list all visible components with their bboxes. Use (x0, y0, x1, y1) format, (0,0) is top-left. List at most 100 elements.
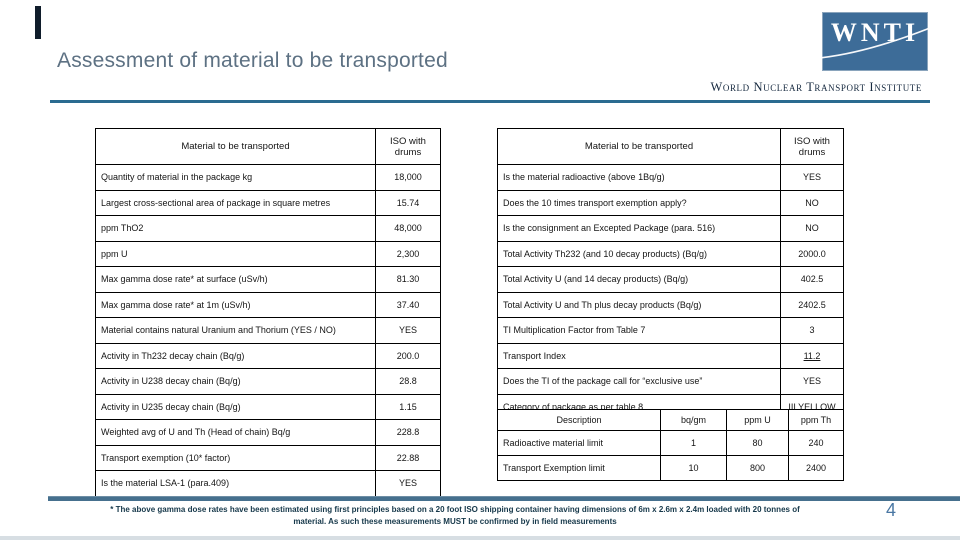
column-header-iso-drums: ISO with drums (375, 128, 441, 165)
footnote-line-1: * The above gamma dose rates have been e… (110, 505, 800, 514)
table-row: Transport Exemption limit 10 800 2400 (497, 455, 844, 481)
row-value: 81.30 (375, 266, 441, 293)
row-value: 402.5 (780, 266, 844, 293)
table-row: Is the material radioactive (above 1Bq/g… (497, 164, 844, 191)
row-label: Total Activity Th232 (and 10 decay produ… (497, 240, 781, 267)
row-value: YES (375, 317, 441, 344)
row-label: Does the TI of the package call for “exc… (497, 368, 781, 395)
wnti-logo: WNTI (822, 12, 928, 71)
row-value: YES (780, 368, 844, 395)
row-value: 10 (660, 455, 727, 481)
table-row: Is the consignment an Excepted Package (… (497, 215, 844, 242)
table-row: Largest cross-sectional area of package … (95, 189, 441, 216)
footnote-line-2: material. As such these measurements MUS… (293, 517, 617, 526)
column-header-iso-drums: ISO with drums (780, 128, 844, 165)
column-header-material: Material to be transported (497, 128, 781, 165)
table-row: Activity in Th232 decay chain (Bq/g) 200.… (95, 342, 441, 369)
row-label: Largest cross-sectional area of package … (95, 189, 376, 216)
row-label: Is the material LSA-1 (para.409) (95, 470, 376, 497)
row-label: Max gamma dose rate* at 1m (uSv/h) (95, 291, 376, 318)
row-label: Transport exemption (10* factor) (95, 444, 376, 471)
table-row: Total Activity U and Th plus decay produ… (497, 291, 844, 318)
table-row: Transport exemption (10* factor) 22.88 (95, 444, 441, 471)
row-value: YES (375, 470, 441, 497)
logo-subtitle: World Nuclear Transport Institute (710, 80, 922, 94)
row-value: 18,000 (375, 164, 441, 191)
row-value: NO (780, 215, 844, 242)
row-label: Transport Exemption limit (497, 455, 661, 481)
row-label: Total Activity U (and 14 decay products)… (497, 266, 781, 293)
row-label: Total Activity U and Th plus decay produ… (497, 291, 781, 318)
table-row: Is the material LSA-1 (para.409) YES (95, 470, 441, 497)
table-header-row: Material to be transported ISO with drum… (497, 128, 844, 165)
row-value: 2000.0 (780, 240, 844, 267)
table-row: Max gamma dose rate* at surface (uSv/h) 8… (95, 266, 441, 293)
row-label: Material contains natural Uranium and Th… (95, 317, 376, 344)
row-label: Quantity of material in the package kg (95, 164, 376, 191)
table-row: Total Activity Th232 (and 10 decay produ… (497, 240, 844, 267)
table-row: Max gamma dose rate* at 1m (uSv/h) 37.40 (95, 291, 441, 318)
table-row: Does the 10 times transport exemption ap… (497, 189, 844, 216)
row-label: ppm ThO2 (95, 215, 376, 242)
table-row: Total Activity U (and 14 decay products)… (497, 266, 844, 293)
row-value: 2400 (788, 455, 844, 481)
row-label: Does the 10 times transport exemption ap… (497, 189, 781, 216)
row-value: 2,300 (375, 240, 441, 267)
row-value: 15.74 (375, 189, 441, 216)
row-label: TI Multiplication Factor from Table 7 (497, 317, 781, 344)
table-header-row: Material to be transported ISO with drum… (95, 128, 441, 165)
table-row: ppm U 2,300 (95, 240, 441, 267)
row-label: Activity in Th232 decay chain (Bq/g) (95, 342, 376, 369)
row-value: 37.40 (375, 291, 441, 318)
row-value: 240 (788, 430, 844, 456)
row-value: 80 (726, 430, 789, 456)
row-value-transport-index: 11.2 (780, 342, 844, 369)
limits-table: Description bq/gm ppm U ppm Th Radioacti… (497, 409, 844, 481)
row-value: 3 (780, 317, 844, 344)
row-value: 1.15 (375, 393, 441, 420)
column-header-ppm-th: ppm Th (788, 409, 844, 431)
row-label: Max gamma dose rate* at surface (uSv/h) (95, 266, 376, 293)
material-assessment-table-right: Material to be transported ISO with drum… (497, 128, 844, 420)
row-label: Activity in U238 decay chain (Bq/g) (95, 368, 376, 395)
row-value: 48,000 (375, 215, 441, 242)
table-row: ppm ThO2 48,000 (95, 215, 441, 242)
page-title: Assessment of material to be transported (57, 49, 448, 72)
row-value: 800 (726, 455, 789, 481)
table-row: Does the TI of the package call for “exc… (497, 368, 844, 395)
top-left-accent-bar (35, 6, 41, 39)
row-value: NO (780, 189, 844, 216)
row-label: Weighted avg of U and Th (Head of chain)… (95, 419, 376, 446)
table-row: Activity in U235 decay chain (Bq/g) 1.15 (95, 393, 441, 420)
row-value: 1 (660, 430, 727, 456)
column-header-material: Material to be transported (95, 128, 376, 165)
logo-swoosh-icon (822, 27, 928, 59)
table-row: Quantity of material in the package kg 18… (95, 164, 441, 191)
bottom-edge-line (0, 536, 960, 540)
row-value: 228.8 (375, 419, 441, 446)
footer-divider (48, 496, 960, 501)
limits-header-row: Description bq/gm ppm U ppm Th (497, 409, 844, 431)
row-value: 200.0 (375, 342, 441, 369)
column-header-ppm-u: ppm U (726, 409, 789, 431)
table-row: Material contains natural Uranium and Th… (95, 317, 441, 344)
row-label: Radioactive material limit (497, 430, 661, 456)
row-value: 2402.5 (780, 291, 844, 318)
row-value: YES (780, 164, 844, 191)
page-number: 4 (886, 500, 897, 520)
row-label: Is the material radioactive (above 1Bq/g… (497, 164, 781, 191)
header-divider (50, 100, 930, 103)
table-row: Radioactive material limit 1 80 240 (497, 430, 844, 456)
column-header-bq-gm: bq/gm (660, 409, 727, 431)
row-label: Is the consignment an Excepted Package (… (497, 215, 781, 242)
row-label: Activity in U235 decay chain (Bq/g) (95, 393, 376, 420)
row-value: 28.8 (375, 368, 441, 395)
row-value: 22.88 (375, 444, 441, 471)
table-row: Weighted avg of U and Th (Head of chain)… (95, 419, 441, 446)
row-label: Transport Index (497, 342, 781, 369)
wnti-logo-text: WNTI (830, 18, 920, 47)
material-assessment-table-left: Material to be transported ISO with drum… (95, 128, 441, 497)
table-row: Transport Index 11.2 (497, 342, 844, 369)
column-header-description: Description (497, 409, 661, 431)
